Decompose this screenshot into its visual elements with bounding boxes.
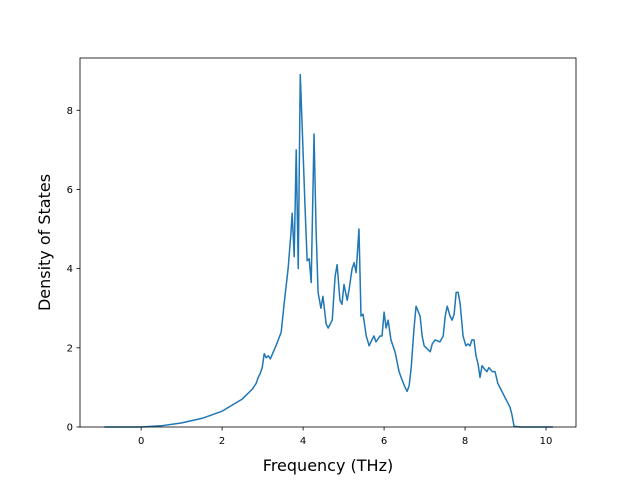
x-tick-label: 8 [462, 436, 468, 447]
line [104, 73, 553, 428]
x-axis-label: Frequency (THz) [263, 456, 393, 475]
y-tick-label: 2 [67, 343, 73, 354]
x-tick-label: 10 [540, 436, 553, 447]
x-tick-label: 4 [300, 436, 306, 447]
y-axis-label: Density of States [35, 174, 54, 311]
x-tick-label: 2 [219, 436, 225, 447]
x-tick-label: 0 [138, 436, 144, 447]
x-tick-label: 6 [381, 436, 387, 447]
y-tick-label: 8 [67, 106, 73, 117]
y-tick-label: 0 [67, 423, 73, 434]
axes-frame [79, 57, 577, 428]
y-tick-label: 6 [67, 185, 73, 196]
y-tick-label: 4 [67, 264, 73, 275]
